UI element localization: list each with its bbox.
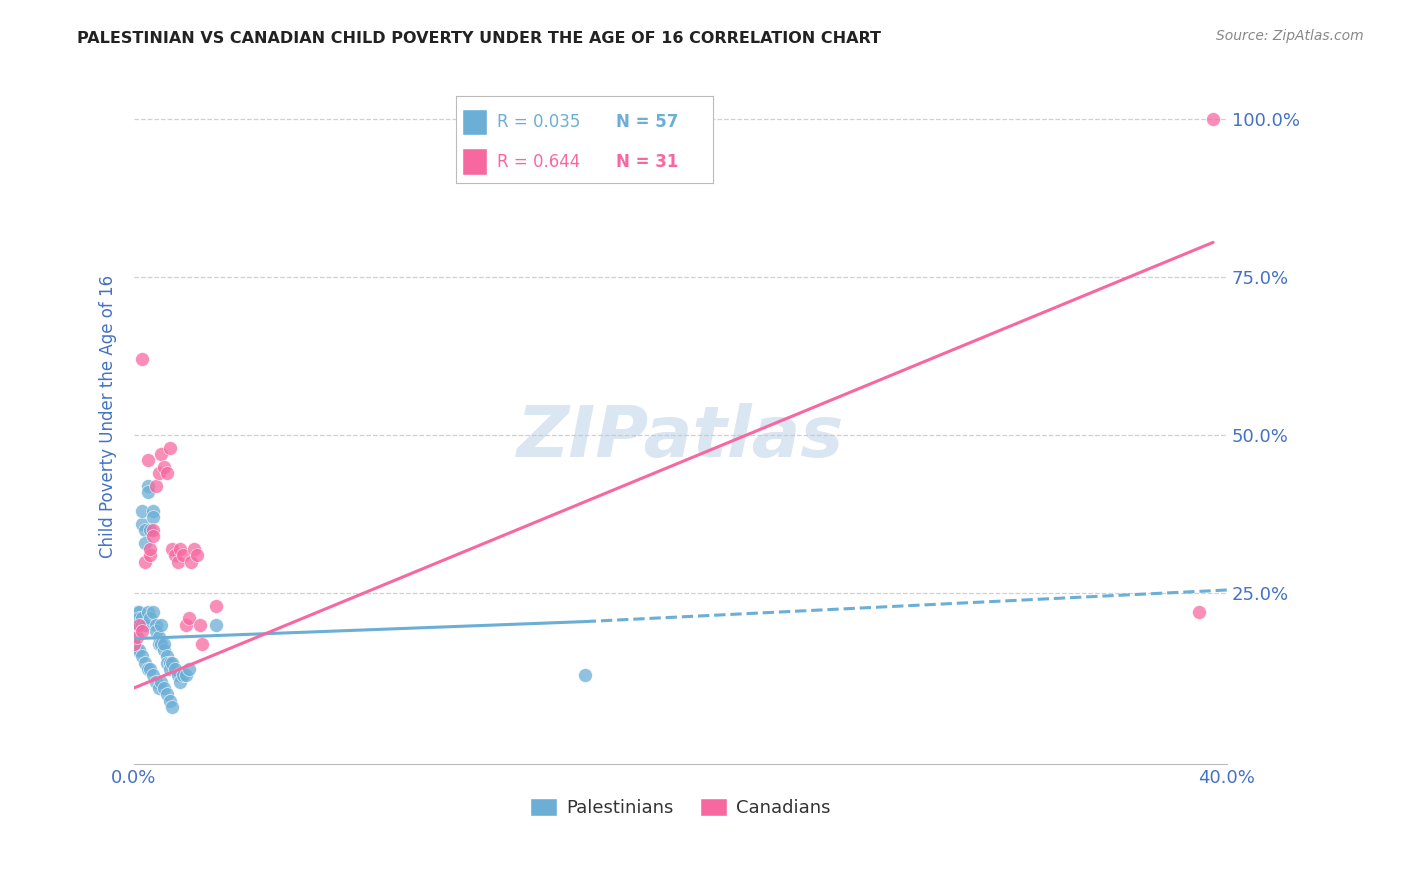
Point <box>183 541 205 556</box>
Text: ZIPatlas: ZIPatlas <box>516 402 844 472</box>
Point <box>166 555 188 569</box>
Point <box>177 611 200 625</box>
Point <box>142 605 165 619</box>
Point <box>139 523 162 537</box>
Point <box>122 637 145 651</box>
Point <box>172 668 194 682</box>
Point <box>122 624 145 638</box>
Point <box>174 617 197 632</box>
Point <box>134 617 156 632</box>
Point <box>169 674 191 689</box>
Point <box>162 700 184 714</box>
Point <box>156 649 179 664</box>
Point <box>145 479 167 493</box>
Point <box>142 510 165 524</box>
Point <box>145 617 167 632</box>
Point <box>153 459 176 474</box>
Point <box>139 548 162 562</box>
Point <box>148 681 170 695</box>
Point <box>139 541 162 556</box>
Point <box>131 504 153 518</box>
Point <box>131 624 153 638</box>
Point <box>142 504 165 518</box>
Point <box>153 637 176 651</box>
Point <box>156 466 179 480</box>
Point <box>142 523 165 537</box>
Point <box>145 624 167 638</box>
Point <box>174 668 197 682</box>
Point <box>134 656 156 670</box>
Point <box>148 466 170 480</box>
Point <box>128 617 150 632</box>
Point <box>136 485 159 500</box>
Point <box>134 555 156 569</box>
Point <box>122 637 145 651</box>
Point <box>159 441 181 455</box>
Point <box>139 611 162 625</box>
Point <box>150 637 173 651</box>
Point <box>177 662 200 676</box>
Text: Source: ZipAtlas.com: Source: ZipAtlas.com <box>1216 29 1364 43</box>
Point <box>191 637 214 651</box>
Point <box>153 681 176 695</box>
Point <box>136 453 159 467</box>
Point <box>150 447 173 461</box>
Point <box>166 668 188 682</box>
Point <box>148 631 170 645</box>
Point <box>163 548 186 562</box>
Point <box>159 693 181 707</box>
Point <box>142 529 165 543</box>
Point <box>131 611 153 625</box>
Point <box>205 599 228 613</box>
Text: PALESTINIAN VS CANADIAN CHILD POVERTY UNDER THE AGE OF 16 CORRELATION CHART: PALESTINIAN VS CANADIAN CHILD POVERTY UN… <box>77 31 882 46</box>
Point <box>159 662 181 676</box>
Point <box>156 687 179 701</box>
Point <box>574 668 596 682</box>
Legend: Palestinians, Canadians: Palestinians, Canadians <box>523 790 838 824</box>
Point <box>128 611 150 625</box>
Point <box>136 479 159 493</box>
Point <box>131 617 153 632</box>
Point <box>142 668 165 682</box>
Point <box>128 643 150 657</box>
Point <box>156 656 179 670</box>
Point <box>1188 605 1211 619</box>
Point <box>172 548 194 562</box>
Point <box>162 541 184 556</box>
Point <box>136 662 159 676</box>
Point <box>131 516 153 531</box>
Point <box>150 617 173 632</box>
Point <box>163 662 186 676</box>
Point <box>186 548 208 562</box>
Point <box>188 617 211 632</box>
Point <box>180 555 202 569</box>
Point <box>125 617 148 632</box>
Point <box>162 656 184 670</box>
Point <box>205 617 228 632</box>
Point <box>128 617 150 632</box>
Point <box>148 637 170 651</box>
Point <box>145 674 167 689</box>
Y-axis label: Child Poverty Under the Age of 16: Child Poverty Under the Age of 16 <box>100 275 117 558</box>
Point <box>153 643 176 657</box>
Point <box>128 605 150 619</box>
Point <box>134 535 156 549</box>
Point <box>131 649 153 664</box>
Point <box>169 541 191 556</box>
Point <box>134 523 156 537</box>
Point <box>150 674 173 689</box>
Point <box>159 656 181 670</box>
Point <box>136 605 159 619</box>
Point <box>131 352 153 367</box>
Point <box>1202 112 1225 127</box>
Point <box>125 643 148 657</box>
Point <box>139 662 162 676</box>
Point <box>125 631 148 645</box>
Point <box>125 605 148 619</box>
